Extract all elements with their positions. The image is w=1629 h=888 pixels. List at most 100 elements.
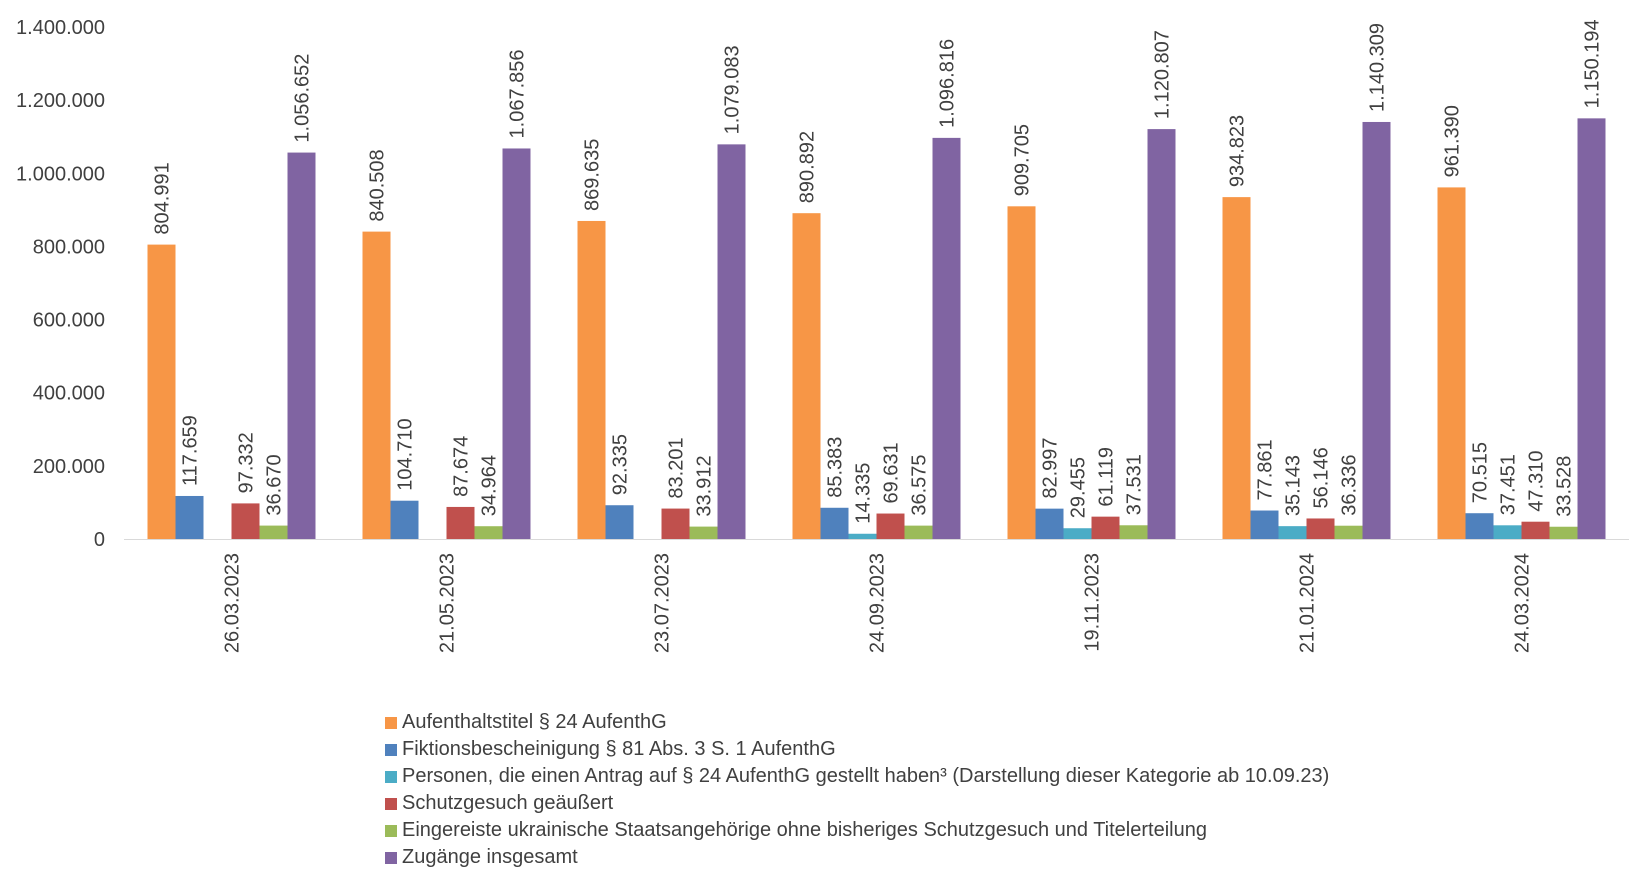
y-tick-label: 1.000.000 [16,163,105,185]
data-label: 37.531 [1124,454,1146,515]
data-label: 1.079.083 [722,45,744,134]
bar [1063,528,1092,539]
legend-label: Schutzgesuch geäußert [402,792,614,814]
data-label: 35.143 [1283,455,1305,516]
legend-label: Zugänge insgesamt [402,846,578,868]
data-label: 70.515 [1470,442,1492,503]
legend-swatch [385,824,397,837]
data-label: 85.383 [825,437,847,498]
bar [474,526,503,539]
bar [1549,526,1578,539]
x-tick-label: 23.07.2023 [652,553,674,653]
legend-item: Aufenthaltstitel § 24 AufenthG [385,709,1329,736]
x-tick-label: 21.05.2023 [437,553,459,653]
y-tick-label: 1.400.000 [16,17,105,39]
data-label: 104.710 [395,418,417,490]
data-label: 34.964 [479,455,501,516]
data-label: 840.508 [367,149,389,221]
bar [362,231,391,540]
data-label: 37.451 [1498,454,1520,515]
legend-label: Personen, die einen Antrag auf § 24 Aufe… [402,765,1330,787]
data-label: 1.150.194 [1582,19,1604,108]
bar [577,220,606,540]
data-label: 909.705 [1012,124,1034,196]
bar [1035,508,1064,539]
data-label: 36.670 [264,454,286,515]
legend-label: Fiktionsbescheinigung § 81 Abs. 3 S. 1 A… [402,738,836,760]
y-tick-label: 800.000 [33,236,105,258]
legend-swatch [385,770,397,783]
legend-item: Eingereiste ukrainische Staatsangehörige… [385,817,1329,844]
data-label: 33.912 [694,455,716,516]
data-label: 61.119 [1096,447,1118,507]
data-label: 1.120.807 [1152,30,1174,119]
data-label: 29.455 [1068,457,1090,518]
legend-label: Eingereiste ukrainische Staatsangehörige… [402,819,1207,841]
data-label: 890.892 [797,131,819,203]
bar [1007,206,1036,539]
y-tick-label: 0 [94,529,105,551]
data-label: 47.310 [1526,451,1548,512]
data-label: 92.335 [610,434,632,495]
bar [661,508,690,539]
data-label: 77.861 [1255,439,1277,500]
bar [848,533,877,539]
bar [1119,525,1148,539]
y-tick-label: 400.000 [33,383,105,405]
data-label: 869.635 [582,139,604,211]
data-label: 14.335 [853,463,875,524]
bar [792,213,821,540]
x-tick-label: 26.03.2023 [222,553,244,653]
bar [1278,526,1307,539]
x-tick-label: 21.01.2024 [1297,553,1319,653]
data-label: 33.528 [1554,456,1576,517]
data-label: 961.390 [1442,105,1464,177]
data-labels: 804.991 117.659 97.332 36.670 1.056.652 840.5… [152,19,1604,523]
bar [1091,516,1120,539]
bar [1437,187,1466,539]
y-tick-label: 1.200.000 [16,90,105,112]
data-label: 804.991 [152,162,174,234]
data-label: 1.096.816 [937,39,959,128]
legend-swatch [385,716,397,729]
legend-item: Personen, die einen Antrag auf § 24 Aufe… [385,763,1329,790]
y-tick-label: 200.000 [33,456,105,478]
data-label: 117.659 [180,415,202,486]
data-label: 69.631 [881,442,903,503]
bar [1465,513,1494,539]
bar [1222,197,1251,539]
bar [446,506,475,539]
bar [717,144,746,539]
bar [1250,510,1279,539]
y-tick-label: 600.000 [33,310,105,332]
data-label: 87.674 [451,436,473,497]
data-label: 82.997 [1040,437,1062,498]
bar [1306,518,1335,539]
bar [605,505,634,539]
x-tick-label: 19.11.2023 [1082,553,1104,652]
bar [689,526,718,539]
data-label: 1.067.856 [507,49,529,138]
legend-swatch [385,851,397,864]
data-label: 1.056.652 [292,54,314,143]
data-label: 36.336 [1339,455,1361,516]
legend: Aufenthaltstitel § 24 AufenthG Fiktionsbe… [385,709,1329,871]
bar [147,244,176,540]
legend-item: Schutzgesuch geäußert [385,790,1329,817]
legend-swatch [385,797,397,810]
bar [820,507,849,539]
bar [1577,118,1606,540]
bar [1493,525,1522,539]
bar [175,495,204,539]
bar [1334,525,1363,539]
data-label: 1.140.309 [1367,23,1389,112]
data-label: 56.146 [1311,447,1333,508]
y-axis: 0 200.000 400.000 600.000 800.000 1.000.000 1.… [16,17,105,551]
data-label: 36.575 [909,454,931,515]
legend-item: Zugänge insgesamt [385,844,1329,871]
bar [1521,521,1550,539]
x-tick-label: 24.09.2023 [867,553,889,653]
legend-swatch [385,743,397,756]
bar [231,503,260,539]
